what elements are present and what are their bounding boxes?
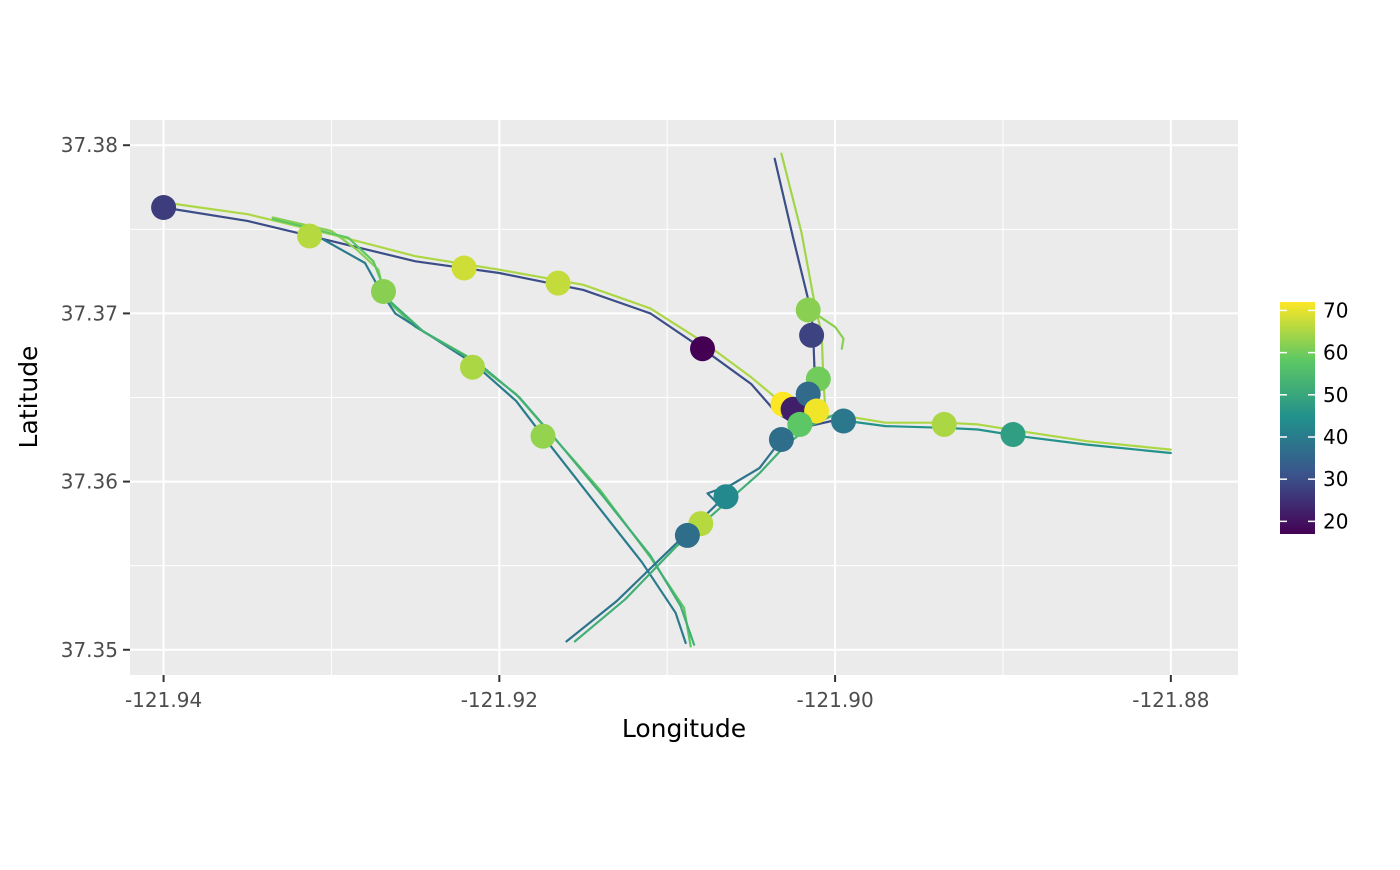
data-point xyxy=(795,297,821,323)
legend-label: 30 xyxy=(1323,467,1348,491)
minor-gridlines xyxy=(130,120,1238,675)
points xyxy=(151,195,1026,548)
colorbar xyxy=(1280,302,1315,534)
data-point xyxy=(768,427,794,452)
y-tick-label: 37.36 xyxy=(61,470,118,494)
track-line xyxy=(834,418,1172,455)
data-point xyxy=(1000,422,1026,447)
y-axis: 37.35 37.36 37.37 37.38 xyxy=(61,133,130,662)
legend-label: 60 xyxy=(1323,341,1348,365)
data-point xyxy=(297,223,323,249)
y-tick-label: 37.37 xyxy=(61,301,118,325)
legend-label: 40 xyxy=(1323,425,1348,449)
legend-label: 50 xyxy=(1323,383,1348,407)
track-line xyxy=(813,312,845,350)
color-legend: 20 30 40 50 60 70 xyxy=(1280,298,1348,534)
data-point xyxy=(799,322,825,348)
data-point xyxy=(460,354,485,380)
data-point xyxy=(931,411,957,437)
data-point xyxy=(831,408,856,434)
data-point xyxy=(545,270,571,296)
legend-label: 70 xyxy=(1323,298,1348,322)
x-tick-label: -121.94 xyxy=(125,688,202,712)
data-point xyxy=(804,398,830,424)
track-line xyxy=(834,413,1172,451)
data-point xyxy=(371,279,396,304)
data-point xyxy=(530,423,556,449)
y-tick-label: 37.35 xyxy=(61,638,118,662)
data-point xyxy=(787,411,813,437)
x-tick-label: -121.90 xyxy=(796,688,873,712)
data-point xyxy=(674,522,700,548)
data-point xyxy=(151,195,177,220)
x-axis-title: Longitude xyxy=(622,714,746,743)
data-point xyxy=(690,336,715,362)
x-tick-label: -121.88 xyxy=(1132,688,1209,712)
data-point xyxy=(451,255,477,281)
legend-label: 20 xyxy=(1323,509,1348,533)
y-tick-label: 37.38 xyxy=(61,133,118,157)
x-axis: -121.94 -121.92 -121.90 -121.88 xyxy=(125,675,1209,712)
major-gridlines xyxy=(130,120,1238,675)
data-point xyxy=(713,484,739,510)
y-axis-title: Latitude xyxy=(14,346,43,449)
x-tick-label: -121.92 xyxy=(461,688,538,712)
